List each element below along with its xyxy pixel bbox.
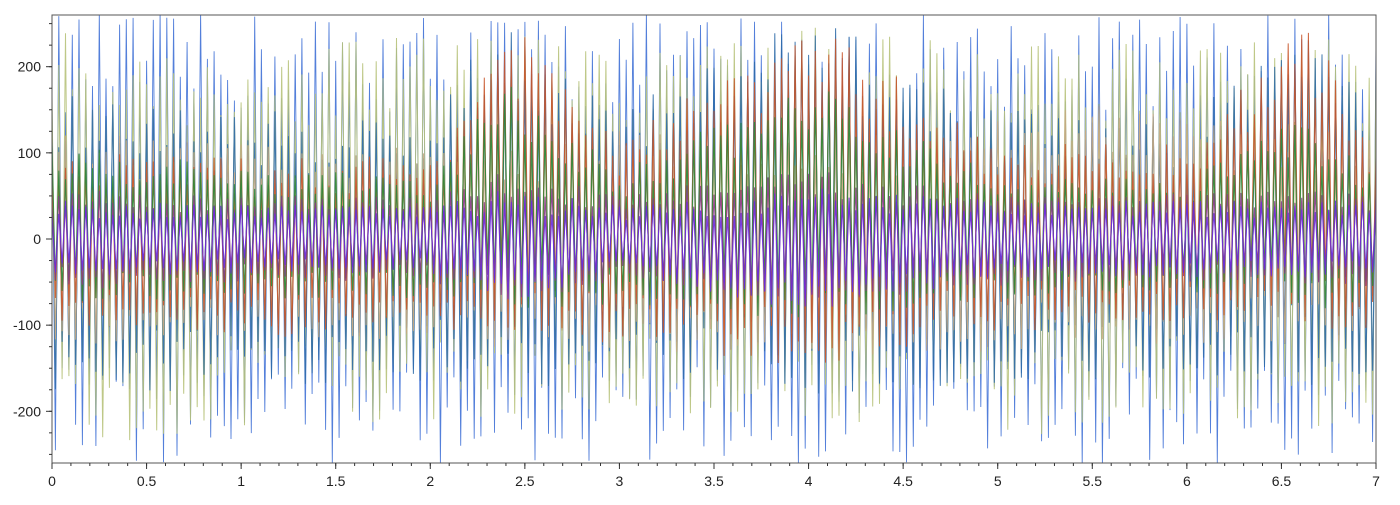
x-tick-label: 4.5 <box>893 473 913 489</box>
x-tick-label: 7 <box>1372 473 1380 489</box>
x-tick-label: 6.5 <box>1272 473 1292 489</box>
x-tick-label: 0 <box>48 473 56 489</box>
y-tick-label: 0 <box>33 231 41 247</box>
x-tick-label: 2.5 <box>515 473 535 489</box>
axes-layer: 0 0.5 1 1.5 2 2.5 3 3.5 4 4.5 5 5.5 6 6.5 7 -200 -100 0 10… <box>13 14 1380 489</box>
y-tick-label: 200 <box>18 59 42 75</box>
y-tick-label: 100 <box>18 145 42 161</box>
x-tick-label: 3.5 <box>704 473 724 489</box>
y-tick-label: -200 <box>13 403 41 419</box>
x-tick-label: 0.5 <box>137 473 157 489</box>
x-tick-label: 4 <box>805 473 813 489</box>
x-tick-label: 1 <box>237 473 245 489</box>
x-tick-label: 1.5 <box>326 473 346 489</box>
x-tick-label: 6 <box>1183 473 1191 489</box>
series-8-line <box>52 188 1376 307</box>
series-8-trace <box>52 188 1376 307</box>
y-tick-label: -100 <box>13 317 41 333</box>
x-tick-label: 3 <box>616 473 624 489</box>
x-tick-label: 5 <box>994 473 1002 489</box>
traces-layer <box>52 15 1376 463</box>
x-tick-label: 2 <box>426 473 434 489</box>
x-tick-label: 5.5 <box>1083 473 1103 489</box>
